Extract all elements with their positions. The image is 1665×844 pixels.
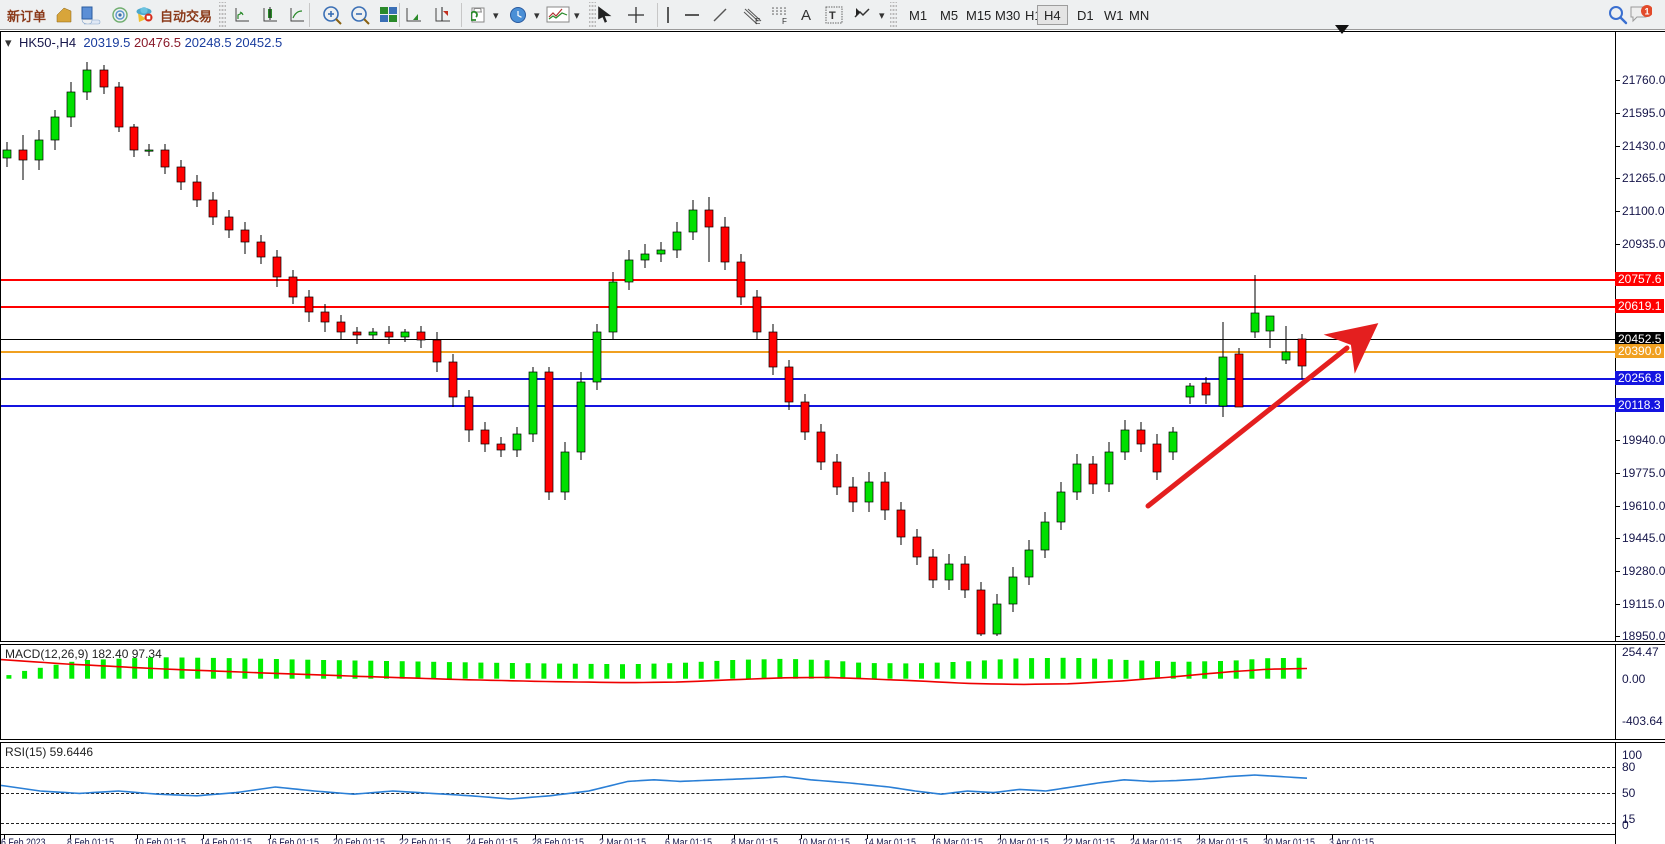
svg-text:F: F <box>782 17 787 26</box>
svg-text:1: 1 <box>1644 7 1649 17</box>
svg-text:E: E <box>755 17 760 26</box>
svg-text:T: T <box>829 10 836 22</box>
